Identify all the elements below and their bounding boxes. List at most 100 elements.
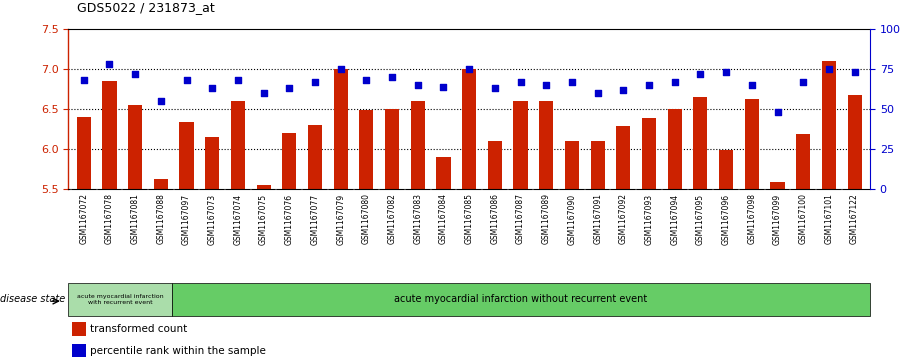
Text: GSM1167089: GSM1167089 [542, 193, 551, 244]
Bar [822, 61, 836, 189]
Point [77, 77, 91, 83]
Point [616, 87, 630, 93]
Text: GSM1167095: GSM1167095 [696, 193, 705, 245]
Point [333, 66, 348, 72]
Bar [462, 69, 476, 189]
Point [693, 71, 708, 77]
Text: GSM1167077: GSM1167077 [311, 193, 320, 245]
Bar [693, 97, 708, 189]
Point [462, 66, 476, 72]
Text: GSM1167076: GSM1167076 [285, 193, 294, 245]
Point [205, 85, 220, 91]
Text: GSM1167122: GSM1167122 [850, 193, 859, 244]
Text: GSM1167078: GSM1167078 [105, 193, 114, 244]
Bar [282, 133, 296, 189]
Point [436, 83, 451, 89]
Text: GSM1167100: GSM1167100 [799, 193, 808, 244]
Bar [68, 283, 172, 316]
Point [487, 85, 502, 91]
Bar [642, 118, 656, 189]
Text: GSM1167091: GSM1167091 [593, 193, 602, 244]
Point [513, 79, 527, 85]
Bar [333, 69, 348, 189]
Text: GSM1167096: GSM1167096 [722, 193, 731, 245]
Text: GSM1167081: GSM1167081 [130, 193, 139, 244]
Point [539, 82, 554, 88]
Bar [771, 182, 784, 189]
Text: GSM1167082: GSM1167082 [387, 193, 396, 244]
Bar [257, 185, 271, 189]
Text: acute myocardial infarction without recurrent event: acute myocardial infarction without recu… [394, 294, 648, 305]
Point [565, 79, 579, 85]
Bar [565, 141, 579, 189]
Point [719, 69, 733, 75]
Bar [514, 101, 527, 189]
Text: GSM1167073: GSM1167073 [208, 193, 217, 245]
Point [411, 82, 425, 88]
Text: GSM1167088: GSM1167088 [157, 193, 165, 244]
Text: acute myocardial infarction
with recurrent event: acute myocardial infarction with recurre… [77, 294, 163, 305]
Bar [72, 322, 87, 336]
Bar [668, 109, 681, 189]
Text: GSM1167074: GSM1167074 [233, 193, 242, 245]
Bar [436, 157, 451, 189]
Text: GSM1167085: GSM1167085 [465, 193, 474, 244]
Bar [77, 117, 91, 189]
Bar [308, 125, 322, 189]
Bar [230, 101, 245, 189]
Bar [205, 137, 220, 189]
Text: GSM1167087: GSM1167087 [516, 193, 525, 244]
Bar [847, 95, 862, 189]
Bar [359, 110, 374, 189]
Text: GSM1167080: GSM1167080 [362, 193, 371, 244]
Text: GSM1167084: GSM1167084 [439, 193, 448, 244]
Text: GSM1167097: GSM1167097 [182, 193, 191, 245]
Text: transformed count: transformed count [90, 324, 188, 334]
Text: percentile rank within the sample: percentile rank within the sample [90, 346, 266, 356]
Bar [154, 179, 168, 189]
Bar [487, 141, 502, 189]
Point [822, 66, 836, 72]
Text: GSM1167099: GSM1167099 [773, 193, 782, 245]
Text: GSM1167079: GSM1167079 [336, 193, 345, 245]
Point [179, 77, 194, 83]
Bar [616, 126, 630, 189]
Text: GSM1167072: GSM1167072 [79, 193, 88, 244]
Text: GSM1167093: GSM1167093 [644, 193, 653, 245]
Point [641, 82, 656, 88]
Bar [179, 122, 194, 189]
Point [847, 69, 862, 75]
Bar [719, 150, 733, 189]
Point [590, 90, 605, 96]
Point [282, 85, 297, 91]
Point [796, 79, 811, 85]
Text: GDS5022 / 231873_at: GDS5022 / 231873_at [77, 1, 215, 15]
Point [770, 109, 784, 115]
Bar [796, 134, 810, 189]
Text: GSM1167098: GSM1167098 [747, 193, 756, 244]
Bar [385, 109, 399, 189]
Text: GSM1167086: GSM1167086 [490, 193, 499, 244]
Bar [128, 105, 142, 189]
Point [668, 79, 682, 85]
Bar [72, 344, 87, 357]
Point [102, 61, 117, 67]
Point [359, 77, 374, 83]
Point [384, 74, 399, 80]
Text: GSM1167094: GSM1167094 [670, 193, 680, 245]
Point [230, 77, 245, 83]
Point [308, 79, 322, 85]
Point [154, 98, 169, 104]
Point [256, 90, 271, 96]
Bar [539, 101, 553, 189]
Bar [411, 101, 425, 189]
Bar [590, 141, 605, 189]
Bar [745, 99, 759, 189]
Text: disease state: disease state [0, 294, 66, 305]
Text: GSM1167101: GSM1167101 [824, 193, 834, 244]
Bar [102, 81, 117, 189]
Point [744, 82, 759, 88]
Bar [172, 283, 870, 316]
Text: GSM1167090: GSM1167090 [568, 193, 577, 245]
Point [128, 71, 142, 77]
